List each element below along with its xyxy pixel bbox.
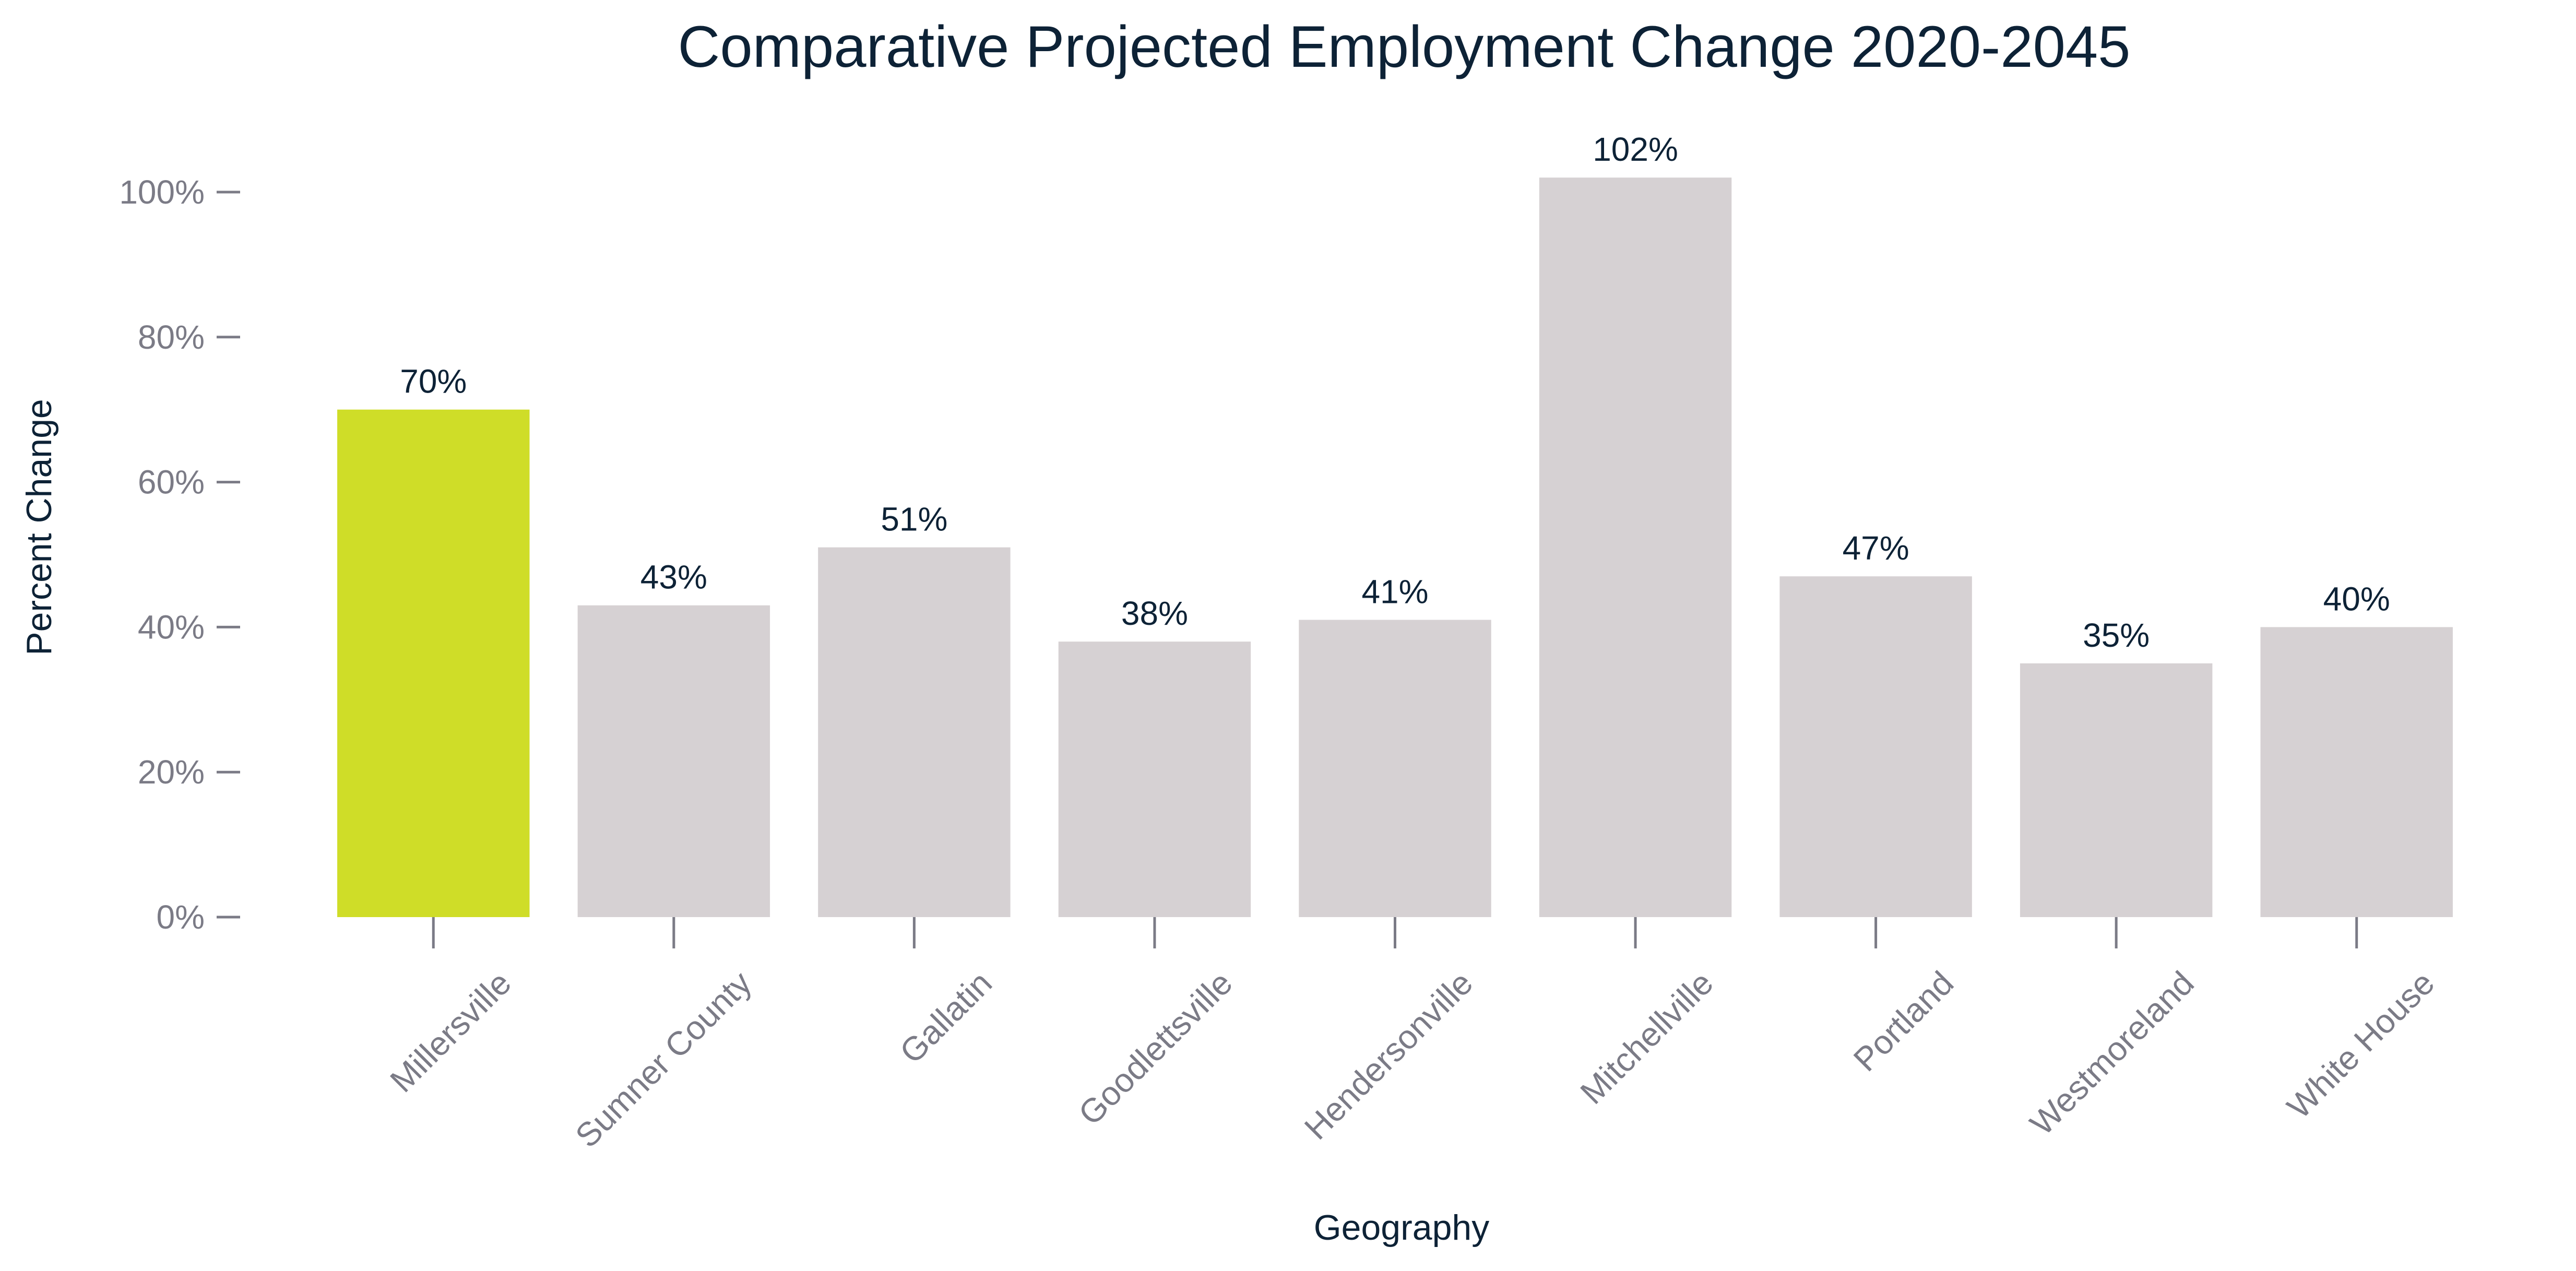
chart-title: Comparative Projected Employment Change … bbox=[678, 14, 2131, 79]
y-tick-label: 80% bbox=[138, 318, 205, 356]
y-axis-title: Percent Change bbox=[19, 399, 59, 655]
data-label: 43% bbox=[640, 559, 707, 596]
bar bbox=[1779, 576, 1972, 917]
category-label: Goodlettsville bbox=[1071, 964, 1240, 1133]
data-label: 102% bbox=[1593, 130, 1678, 168]
data-label: 41% bbox=[1361, 573, 1428, 611]
bars-group bbox=[337, 177, 2453, 918]
y-tick-label: 100% bbox=[119, 173, 205, 211]
data-label: 47% bbox=[1843, 529, 1909, 567]
bar bbox=[2260, 627, 2453, 917]
category-label: Westmoreland bbox=[2023, 964, 2201, 1143]
bar bbox=[818, 547, 1011, 917]
category-label: Gallatin bbox=[893, 964, 999, 1071]
x-axis: Millersville Sumner County Gallatin Goodlet… bbox=[383, 917, 2441, 1155]
data-label: 40% bbox=[2323, 580, 2390, 617]
bar bbox=[577, 605, 770, 917]
category-label: Mitchellville bbox=[1573, 964, 1720, 1111]
data-labels-group: 70% 43% 51% 38% 41% 102% 47% 35% 40% bbox=[400, 130, 2390, 654]
category-label: Millersville bbox=[383, 964, 518, 1100]
category-label: Sumner County bbox=[568, 964, 758, 1155]
data-label: 70% bbox=[400, 363, 467, 400]
y-tick-label: 40% bbox=[138, 608, 205, 646]
category-label: Hendersonville bbox=[1297, 964, 1480, 1147]
category-label: Portland bbox=[1846, 964, 1961, 1078]
data-label: 35% bbox=[2083, 616, 2150, 654]
bar bbox=[1058, 642, 1251, 917]
y-tick-label: 20% bbox=[138, 753, 205, 791]
bar bbox=[2020, 663, 2213, 917]
y-tick-label: 0% bbox=[157, 898, 205, 936]
bar bbox=[1539, 177, 1732, 918]
x-axis-title: Geography bbox=[1314, 1208, 1489, 1248]
y-axis: 0% 20% 40% 60% 80% 100% bbox=[119, 173, 240, 936]
y-tick-label: 60% bbox=[138, 464, 205, 501]
category-label: White House bbox=[2280, 964, 2441, 1126]
data-label: 51% bbox=[881, 501, 947, 538]
bar bbox=[337, 409, 530, 917]
data-label: 38% bbox=[1121, 595, 1188, 632]
bar bbox=[1299, 620, 1491, 917]
